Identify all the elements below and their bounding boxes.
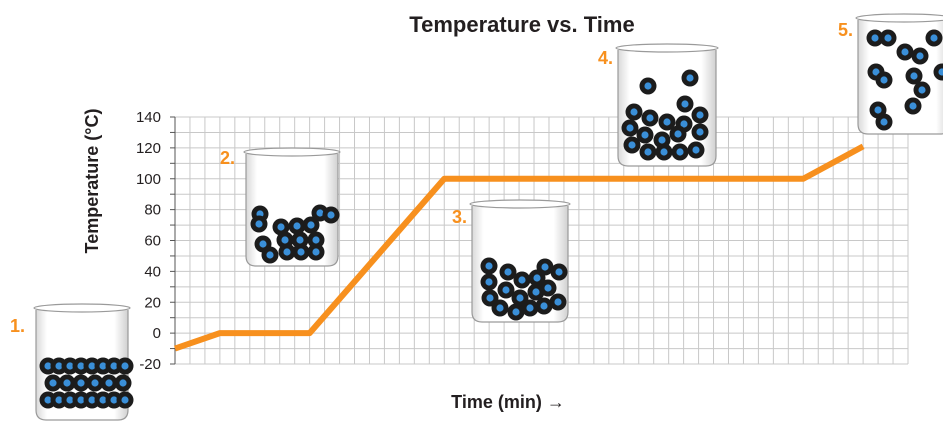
- particle: [307, 243, 325, 261]
- y-tick-label: 0: [153, 325, 161, 342]
- beakers: 1. 2. 3. 4. 5.: [10, 13, 943, 421]
- particle: [58, 374, 76, 392]
- particle: [639, 143, 657, 161]
- beaker-stage-4: 4.: [598, 43, 719, 167]
- particle: [302, 216, 320, 234]
- y-tick-label: 80: [144, 202, 161, 219]
- y-tick-label: 120: [136, 140, 161, 157]
- particle: [116, 357, 134, 375]
- particle: [625, 103, 643, 121]
- particle: [536, 258, 554, 276]
- particle: [535, 297, 553, 315]
- particle: [925, 29, 943, 47]
- beaker-stage-5: 5.: [838, 13, 943, 135]
- particle: [480, 257, 498, 275]
- stage-label: 2.: [220, 148, 235, 168]
- y-tick-label: 100: [136, 171, 161, 188]
- beaker-stage-2: 2.: [220, 147, 341, 267]
- beaker-stage-3: 3.: [452, 199, 571, 323]
- particle: [905, 67, 923, 85]
- particle: [539, 279, 557, 297]
- stage-label: 3.: [452, 207, 467, 227]
- particle: [114, 374, 132, 392]
- beaker-rim: [469, 199, 571, 209]
- particle: [86, 374, 104, 392]
- particle: [866, 29, 884, 47]
- particle: [261, 246, 279, 264]
- particle: [933, 63, 943, 81]
- particle: [691, 123, 709, 141]
- particle: [521, 299, 539, 317]
- stage-label: 5.: [838, 20, 853, 40]
- particle: [687, 141, 705, 159]
- particle: [278, 243, 296, 261]
- particle: [100, 374, 118, 392]
- particle: [655, 143, 673, 161]
- series-line-layer: [174, 143, 865, 352]
- y-tick-label: 20: [144, 294, 161, 311]
- chart-title: Temperature vs. Time: [409, 12, 634, 37]
- particle: [307, 231, 325, 249]
- beaker-stage-1: 1.: [10, 303, 134, 421]
- particle: [658, 113, 676, 131]
- particle: [491, 299, 509, 317]
- particle: [911, 47, 929, 65]
- particle: [669, 125, 687, 143]
- beaker-rim: [33, 303, 131, 313]
- particle: [116, 391, 134, 409]
- particle: [507, 303, 525, 321]
- particle: [681, 69, 699, 87]
- particle: [676, 95, 694, 113]
- particle: [904, 97, 922, 115]
- beaker-rim: [855, 13, 943, 23]
- particle: [550, 263, 568, 281]
- particle: [875, 113, 893, 131]
- x-axis-label: Time (min) →: [451, 392, 565, 412]
- y-tick-label: 140: [136, 109, 161, 126]
- particle: [896, 43, 914, 61]
- beaker-rim: [243, 147, 341, 157]
- particle: [497, 281, 515, 299]
- stage-label: 4.: [598, 48, 613, 68]
- particle: [288, 217, 306, 235]
- particle: [499, 263, 517, 281]
- y-axis-label: Temperature (°C): [82, 109, 102, 254]
- particle: [621, 119, 639, 137]
- particle: [671, 143, 689, 161]
- series-line: [174, 143, 865, 352]
- particle: [639, 77, 657, 95]
- beaker-rim: [615, 43, 719, 53]
- y-tick-label: -20: [139, 356, 161, 373]
- particle: [480, 273, 498, 291]
- y-tick-label: 60: [144, 233, 161, 250]
- particle: [513, 271, 531, 289]
- particle: [623, 136, 641, 154]
- particle: [913, 81, 931, 99]
- particle: [636, 126, 654, 144]
- particle: [292, 243, 310, 261]
- particle: [72, 374, 90, 392]
- stage-label: 1.: [10, 316, 25, 336]
- particle: [875, 71, 893, 89]
- particle: [250, 215, 268, 233]
- particle: [322, 206, 340, 224]
- particle: [691, 106, 709, 124]
- particle: [272, 218, 290, 236]
- y-tick-label: 40: [144, 263, 161, 280]
- particle: [549, 293, 567, 311]
- particle: [44, 374, 62, 392]
- particle: [879, 29, 897, 47]
- particle: [641, 109, 659, 127]
- y-axis: 140 120 100 80 60 40 20 0 -20: [136, 109, 176, 373]
